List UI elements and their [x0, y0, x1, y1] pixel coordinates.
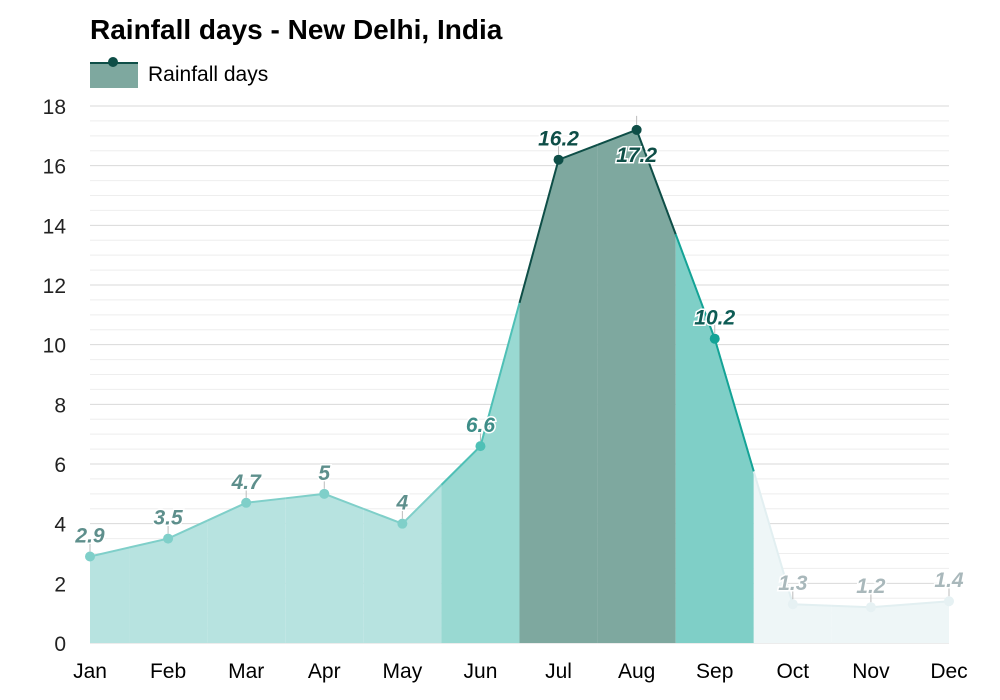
data-label-sep: 10.2: [694, 307, 735, 330]
y-tick-label: 8: [54, 394, 66, 417]
x-tick-label: Feb: [150, 660, 186, 683]
legend-swatch: [90, 57, 138, 88]
data-point-dec: [944, 596, 954, 607]
line-segment-jan: [89, 546, 130, 558]
x-tick-label: Oct: [776, 660, 809, 683]
area-segment-jun: [441, 302, 520, 643]
data-point-jun: [475, 441, 486, 452]
data-points: [85, 115, 954, 613]
y-tick-label: 0: [54, 633, 66, 656]
area-segment-jul: [519, 144, 598, 644]
x-tick-label: Jul: [545, 660, 572, 683]
y-tick-label: 10: [43, 335, 66, 358]
area-segment-may: [363, 484, 442, 643]
y-tick-label: 16: [43, 156, 66, 179]
y-tick-label: 12: [43, 275, 66, 298]
data-point-aug: [631, 124, 642, 135]
data-point-may: [397, 518, 408, 529]
area-segment-mar: [207, 498, 286, 643]
area-segment-nov: [831, 604, 910, 643]
area-segment-dec: [909, 601, 949, 643]
data-point-jan: [85, 551, 95, 562]
legend[interactable]: Rainfall days: [90, 57, 269, 90]
data-label-jun: 6.6: [466, 414, 496, 437]
data-label-oct: 1.3: [778, 572, 808, 595]
chart-title: Rainfall days - New Delhi, India: [90, 14, 503, 45]
data-labels: 2.9 3.5 4.7 5 4 6.6 16.2 17.2 10.2 1.3 1.2 1.4: [73, 126, 966, 600]
area-segment-feb: [129, 520, 208, 643]
legend-marker-icon: [108, 57, 118, 67]
area-segment-aug: [597, 129, 676, 643]
area-segment-oct: [753, 471, 832, 643]
data-point-feb: [163, 533, 174, 544]
data-point-jul: [553, 154, 564, 165]
x-tick-label: Jan: [73, 660, 107, 683]
y-tick-label: 18: [43, 96, 66, 119]
y-tick-label: 4: [54, 514, 66, 537]
data-label-feb: 3.5: [153, 507, 183, 530]
x-tick-label: Nov: [852, 660, 890, 683]
area-segment-sep: [675, 234, 754, 644]
data-label-jul: 16.2: [538, 128, 579, 151]
data-label-jan: 2.9: [74, 524, 105, 547]
data-point-sep: [709, 333, 720, 344]
x-tick-label: Mar: [228, 660, 264, 683]
data-point-oct: [787, 599, 798, 610]
x-tick-label: Sep: [696, 660, 733, 683]
x-tick-label: Apr: [308, 660, 341, 683]
data-label-dec: 1.4: [934, 569, 964, 592]
y-tick-label: 6: [54, 454, 66, 477]
y-axis-ticks: 0 2 4 6 8 10 12 14 16 18: [43, 96, 67, 656]
y-tick-label: 2: [54, 573, 66, 596]
area-segments: [90, 129, 949, 644]
legend-label: Rainfall days: [148, 63, 269, 86]
x-tick-label: May: [383, 660, 423, 683]
line-segment-dec: [909, 600, 950, 606]
area-segment-jan: [90, 547, 130, 643]
data-label-aug: 17.2: [616, 144, 657, 167]
data-label-may: 4: [396, 492, 409, 515]
data-label-apr: 5: [318, 462, 330, 485]
area-segment-apr: [285, 493, 364, 643]
x-axis-ticks: Jan Feb Mar Apr May Jun Jul Aug Sep Oct Nov Dec: [73, 660, 968, 683]
data-point-nov: [865, 602, 876, 613]
y-tick-label: 14: [43, 215, 67, 238]
data-point-apr: [319, 488, 330, 499]
x-tick-label: Jun: [464, 660, 498, 683]
data-label-nov: 1.2: [856, 575, 886, 598]
x-tick-label: Aug: [618, 660, 655, 683]
x-tick-label: Dec: [930, 660, 967, 683]
data-point-mar: [241, 497, 252, 508]
data-label-mar: 4.7: [231, 471, 263, 494]
